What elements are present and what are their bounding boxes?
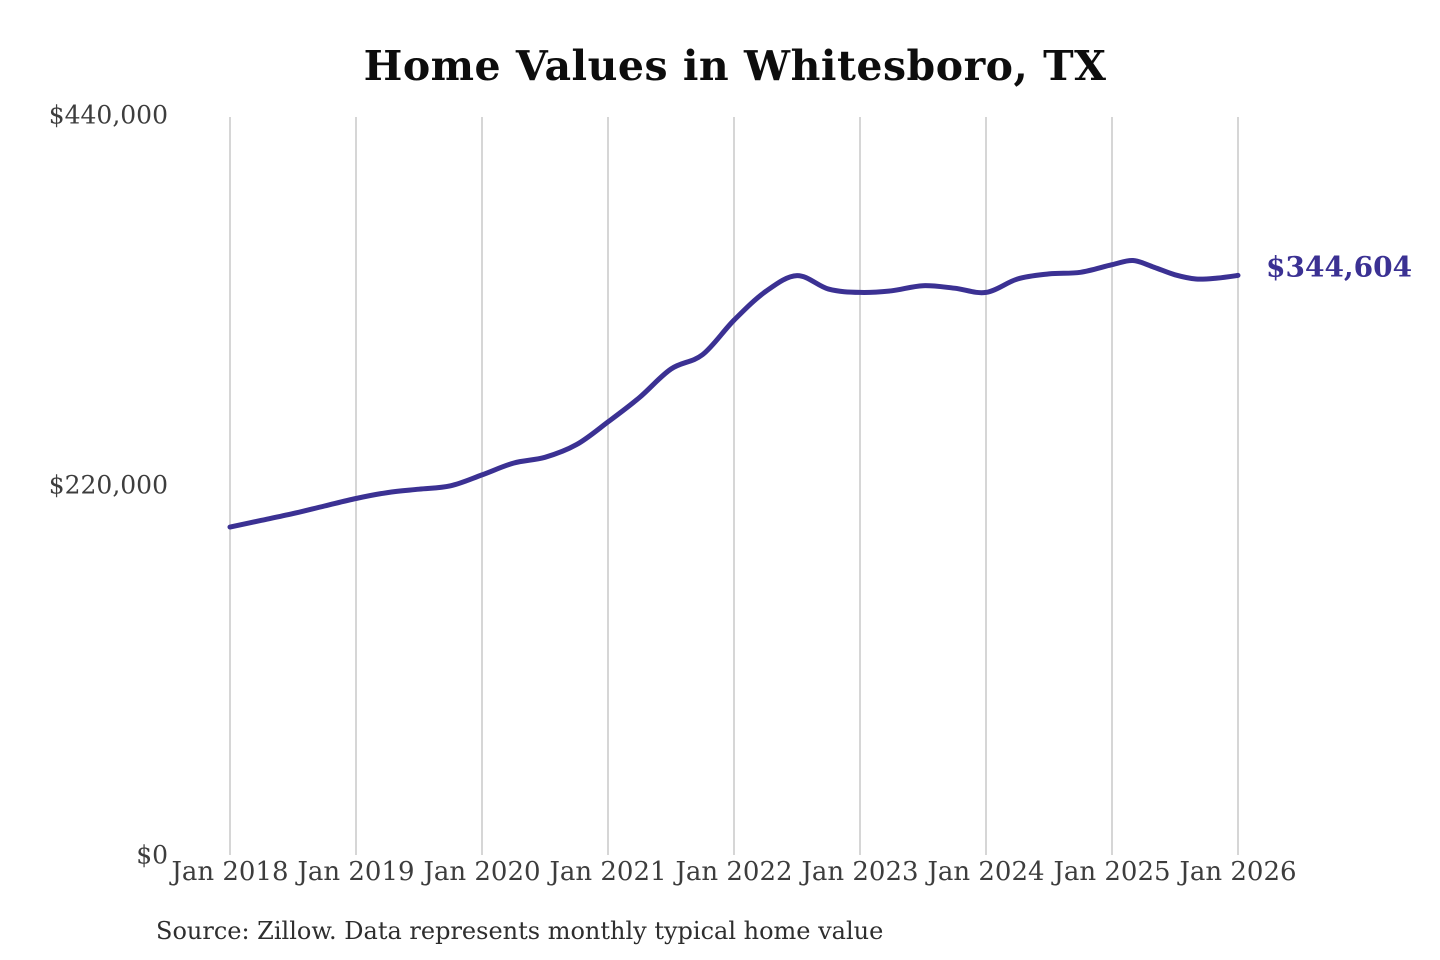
home-value-line — [227, 257, 1241, 530]
x-axis-tick-label: Jan 2020 — [423, 857, 541, 887]
x-axis-tick-label: Jan 2025 — [1053, 857, 1171, 887]
y-axis-tick-label: $0 — [136, 840, 168, 870]
chart-title: Home Values in Whitesboro, TX — [363, 42, 1107, 90]
x-axis-tick-label: Jan 2018 — [171, 857, 289, 887]
x-axis-tick-label: Jan 2019 — [297, 857, 415, 887]
gridlines — [229, 117, 1239, 855]
source-note: Source: Zillow. Data represents monthly … — [156, 917, 884, 945]
x-axis-tick-label: Jan 2024 — [927, 857, 1045, 887]
x-axis-tick-label: Jan 2022 — [675, 857, 793, 887]
latest-value-label: $344,604 — [1266, 250, 1413, 284]
x-axis-tick-label: Jan 2021 — [549, 857, 667, 887]
y-axis-tick-label: $220,000 — [48, 470, 168, 500]
x-axis-tick-label: Jan 2023 — [801, 857, 919, 887]
x-axis-tick-label: Jan 2026 — [1179, 857, 1297, 887]
y-axis-tick-label: $440,000 — [48, 100, 168, 130]
